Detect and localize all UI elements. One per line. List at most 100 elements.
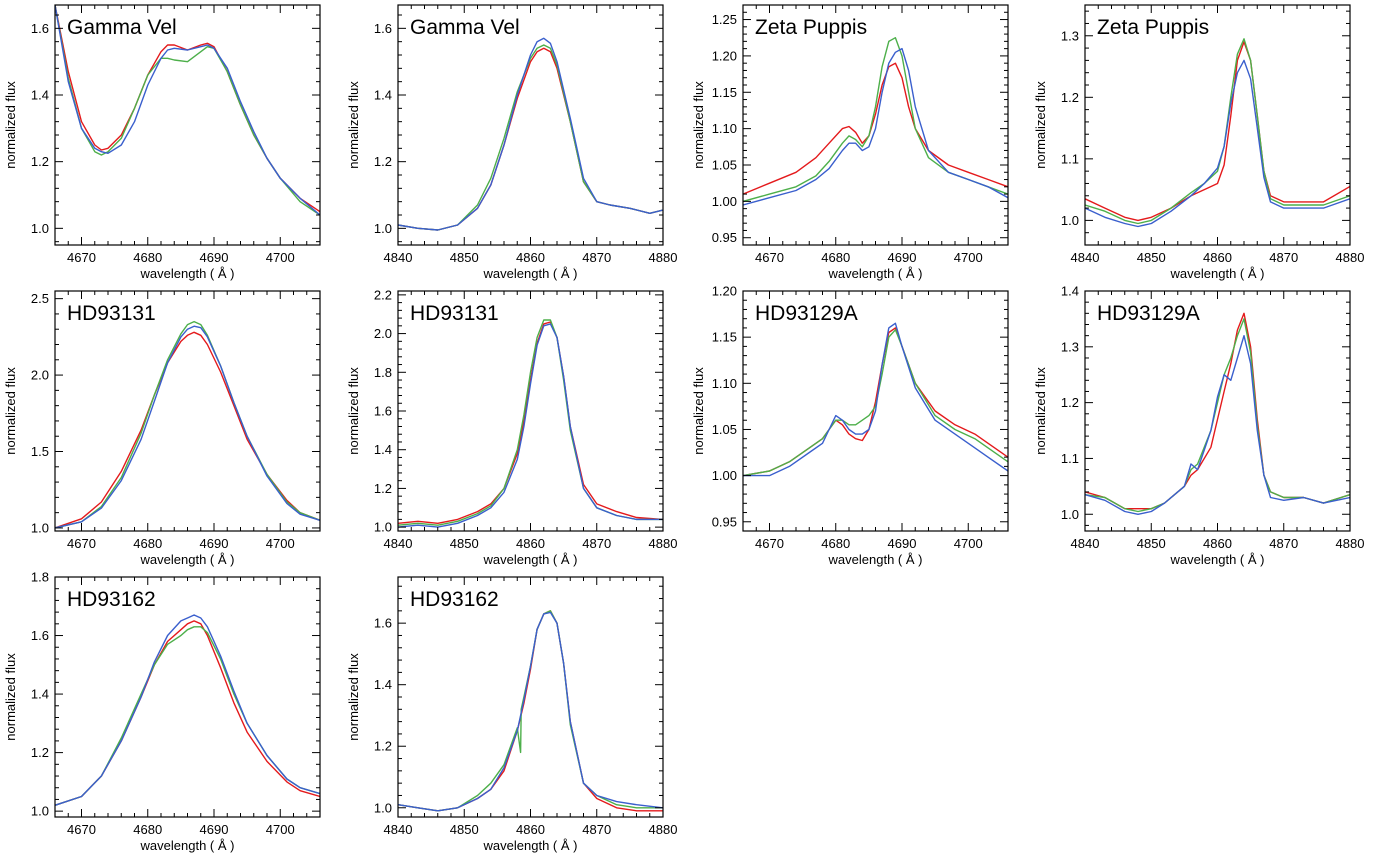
panel-title: HD93162 [410, 588, 499, 611]
series-green-line [1085, 38, 1350, 225]
plot-frame [1084, 290, 1351, 532]
x-tick-label: 4880 [649, 822, 678, 837]
x-tick-label: 4860 [516, 536, 545, 551]
y-tick-label: 1.4 [374, 677, 392, 692]
series-red-line [55, 331, 320, 529]
y-tick-label: 2.0 [374, 326, 392, 341]
y-tick-label: 1.0 [374, 800, 392, 815]
series-blue-line [398, 37, 663, 231]
x-tick-label: 4850 [450, 536, 479, 551]
x-tick-label: 4670 [67, 822, 96, 837]
plot-frame [397, 4, 664, 246]
chart-panel-10: 4840 4850 4860 4870 4880 1.0 1.2 1.4 1.6 waveleng… [346, 576, 678, 853]
series-red-line [1085, 312, 1350, 510]
y-tick-label: 1.6 [374, 616, 392, 631]
panel-title: HD93129A [1097, 302, 1200, 325]
series-green-line [1085, 318, 1350, 513]
y-tick-label: 2.5 [31, 291, 49, 306]
panel-title: HD93131 [67, 302, 156, 325]
x-tick-label: 4850 [1137, 536, 1166, 551]
series-red-line [398, 321, 663, 524]
y-tick-label: 1.10 [712, 376, 737, 391]
y-tick-label: 1.6 [31, 21, 49, 36]
y-tick-label: 1.2 [1061, 90, 1079, 105]
y-tick-label: 1.6 [31, 628, 49, 643]
x-axis-label: wavelength ( Å ) [140, 838, 235, 853]
series-blue-line [1085, 59, 1350, 228]
y-tick-label: 1.5 [31, 444, 49, 459]
y-tick-label: 1.0 [1061, 507, 1079, 522]
series-green-line [398, 319, 663, 526]
series-green-line [55, 626, 320, 806]
y-tick-label: 1.4 [374, 88, 392, 103]
x-tick-label: 4840 [384, 250, 413, 265]
chart-panel-9: 4670 4680 4690 4700 1.0 1.2 1.4 1.6 1.8 wavelengt… [3, 570, 321, 853]
x-tick-label: 4860 [1203, 250, 1232, 265]
x-tick-label: 4880 [1336, 536, 1365, 551]
x-tick-label: 4690 [200, 250, 229, 265]
x-tick-label: 4850 [450, 822, 479, 837]
x-axis-label: wavelength ( Å ) [1170, 552, 1265, 567]
y-tick-label: 1.0 [31, 804, 49, 819]
y-tick-label: 1.20 [712, 284, 737, 299]
plot-frame [397, 290, 664, 532]
y-tick-label: 1.15 [712, 330, 737, 345]
y-tick-label: 1.4 [374, 442, 392, 457]
y-tick-label: 1.0 [374, 221, 392, 236]
y-tick-label: 1.3 [1061, 28, 1079, 43]
x-tick-label: 4880 [1336, 250, 1365, 265]
x-tick-label: 4840 [384, 536, 413, 551]
panel-title: HD93131 [410, 302, 499, 325]
panel-title: Gamma Vel [67, 16, 177, 39]
x-tick-label: 4840 [1071, 250, 1100, 265]
series-blue-line [743, 322, 1008, 477]
y-tick-label: 1.2 [31, 745, 49, 760]
y-axis-label: normalized flux [3, 81, 18, 169]
y-tick-label: 1.2 [374, 739, 392, 754]
x-tick-label: 4670 [67, 250, 96, 265]
series-blue-line [398, 323, 663, 528]
y-axis-label: normalized flux [1033, 81, 1048, 169]
series-green-line [398, 610, 663, 812]
series-red-line [398, 47, 663, 231]
y-axis-label: normalized flux [346, 653, 361, 741]
x-tick-label: 4670 [67, 536, 96, 551]
x-axis-label: wavelength ( Å ) [140, 552, 235, 567]
series-blue-line [743, 47, 1008, 206]
y-tick-label: 1.2 [31, 154, 49, 169]
series-blue-line [398, 611, 663, 812]
x-tick-label: 4680 [133, 536, 162, 551]
y-axis-label: normalized flux [3, 367, 18, 455]
x-tick-label: 4680 [821, 536, 850, 551]
series-red-line [1085, 41, 1350, 222]
x-axis-label: wavelength ( Å ) [483, 838, 578, 853]
chart-panel-1: 4670 4680 4690 4700 1.0 1.2 1.4 1.6 wavelength (… [3, 4, 321, 281]
y-tick-label: 1.8 [374, 365, 392, 380]
y-axis-label: normalized flux [346, 81, 361, 169]
x-tick-label: 4700 [266, 822, 295, 837]
y-tick-label: 1.00 [712, 194, 737, 209]
y-tick-label: 1.0 [31, 221, 49, 236]
series-green-line [743, 329, 1008, 477]
panel-title: HD93129A [755, 302, 858, 325]
y-tick-label: 1.0 [374, 520, 392, 535]
y-tick-label: 1.4 [31, 88, 49, 103]
x-tick-label: 4690 [888, 250, 917, 265]
x-tick-label: 4860 [1203, 536, 1232, 551]
panel-title: Zeta Puppis [1097, 16, 1209, 39]
x-axis-label: wavelength ( Å ) [1170, 266, 1265, 281]
series-blue-line [55, 614, 320, 806]
y-tick-label: 1.0 [31, 520, 49, 535]
y-axis-label: normalized flux [3, 653, 18, 741]
y-tick-label: 1.2 [374, 154, 392, 169]
panel-title: HD93162 [67, 588, 156, 611]
x-tick-label: 4700 [954, 250, 983, 265]
chart-panel-6: 4840 4850 4860 4870 4880 1.0 1.2 1.4 1.6 1.8 2.0 2.… [346, 287, 677, 567]
series-red-line [743, 62, 1008, 195]
x-tick-label: 4700 [954, 536, 983, 551]
series-red-line [398, 610, 663, 812]
y-tick-label: 1.20 [712, 48, 737, 63]
y-axis-label: normalized flux [346, 367, 361, 455]
series-blue-line [55, 5, 320, 216]
